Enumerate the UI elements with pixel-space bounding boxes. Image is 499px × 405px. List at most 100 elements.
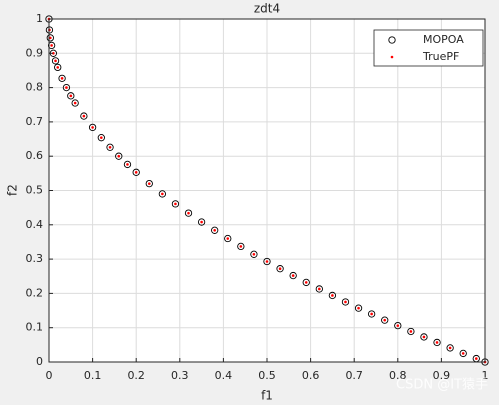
point-circle (420, 333, 428, 341)
y-axis-label: f2 (6, 184, 20, 196)
point-dot (60, 77, 64, 80)
point-circle (67, 92, 75, 100)
point-dot (187, 211, 190, 215)
point-dot (383, 318, 387, 322)
point-circle (71, 99, 79, 107)
x-tick-label: 0.2 (127, 369, 145, 382)
point-dot (200, 220, 203, 224)
legend-swatch (388, 36, 396, 44)
point-dot (65, 86, 68, 89)
point-circle (224, 234, 232, 243)
point-circle (46, 34, 54, 42)
point-circle (446, 344, 454, 352)
point-dot (91, 126, 94, 129)
point-circle (88, 123, 97, 132)
point-circle (407, 327, 415, 336)
point-dot (50, 44, 53, 47)
watermark: CSDN @IT猿手 (396, 378, 488, 393)
point-dot (474, 357, 478, 360)
point-circle (54, 63, 62, 72)
point-circle (145, 179, 153, 188)
point-dot (52, 52, 55, 55)
point-circle (197, 218, 206, 226)
x-tick-label: 0.9 (433, 369, 451, 382)
x-tick-label: 0.4 (215, 369, 233, 382)
point-dot (409, 330, 413, 333)
x-tick-label: 0.8 (389, 369, 407, 382)
point-circle (80, 112, 88, 120)
x-tick-label: 0.5 (258, 369, 276, 382)
point-dot (108, 145, 112, 149)
point-dot (134, 171, 138, 174)
point-circle (315, 285, 323, 293)
point-circle (250, 250, 258, 258)
point-dot (126, 163, 129, 166)
point-dot (304, 281, 308, 284)
point-dot (54, 59, 57, 63)
y-tick-label: 0.4 (26, 218, 44, 231)
ticks: 0 0.1 0.2 0.3 0.4 0.5 0.6 0.7 0.8 0.9 1 0 0.1 0.2 0.3 0… (26, 12, 489, 382)
x-tick-label: 0.6 (302, 369, 320, 382)
point-dot (344, 300, 347, 304)
point-dot (291, 274, 295, 277)
x-tick-label: 0.1 (84, 369, 102, 382)
chart-title: zdt4 (254, 2, 280, 16)
point-circle (237, 242, 245, 251)
point-circle (106, 143, 114, 151)
point-dot (252, 252, 256, 256)
point-dot (239, 245, 243, 248)
point-circle (394, 321, 402, 330)
point-circle (97, 134, 105, 142)
point-circle (123, 160, 132, 169)
point-circle (381, 316, 389, 324)
point-circle (367, 310, 376, 318)
point-circle (459, 349, 467, 358)
legend-swatch (390, 55, 394, 59)
point-circle (263, 257, 271, 266)
y-tick-label: 0.6 (26, 149, 44, 162)
point-circle (51, 57, 60, 65)
legend: MOPOA TruePF (373, 29, 484, 67)
y-tick-label: 0.2 (26, 286, 44, 299)
point-dot (226, 237, 230, 240)
point-dot (49, 36, 52, 40)
point-dot (213, 228, 216, 232)
point-circle (62, 83, 71, 92)
y-tick-label: 0.9 (26, 46, 44, 59)
x-tick-label: 0.3 (171, 369, 189, 382)
point-circle (171, 200, 180, 208)
point-dot (422, 335, 426, 339)
point-dot (100, 136, 103, 139)
point-dot (174, 202, 177, 206)
point-dot (318, 287, 321, 291)
point-dot (56, 66, 60, 69)
point-circle (433, 338, 441, 347)
x-tick-label: 0.7 (345, 369, 363, 382)
point-dot (331, 294, 334, 297)
x-tick-label: 0 (46, 369, 53, 382)
y-tick-label: 0.7 (26, 115, 44, 128)
point-circle (302, 278, 310, 287)
point-dot (265, 260, 269, 263)
y-tick-label: 0.5 (26, 184, 44, 197)
point-dot (69, 94, 73, 98)
point-circle (47, 41, 56, 50)
legend-box (373, 29, 484, 67)
point-dot (117, 154, 121, 158)
point-circle (211, 226, 219, 234)
point-circle (354, 304, 363, 312)
y-tick-label: 0.1 (26, 321, 44, 334)
point-dot (435, 341, 439, 344)
point-circle (58, 74, 66, 82)
point-dot (357, 306, 360, 310)
point-circle (184, 209, 193, 217)
x-axis-label: f1 (261, 389, 273, 403)
marks (45, 15, 489, 366)
point-dot (370, 312, 373, 316)
legend-label: TruePF (422, 50, 459, 63)
point-circle (132, 168, 140, 176)
y-tick-label: 0.3 (26, 252, 44, 265)
point-circle (158, 190, 167, 198)
point-circle (328, 291, 337, 300)
